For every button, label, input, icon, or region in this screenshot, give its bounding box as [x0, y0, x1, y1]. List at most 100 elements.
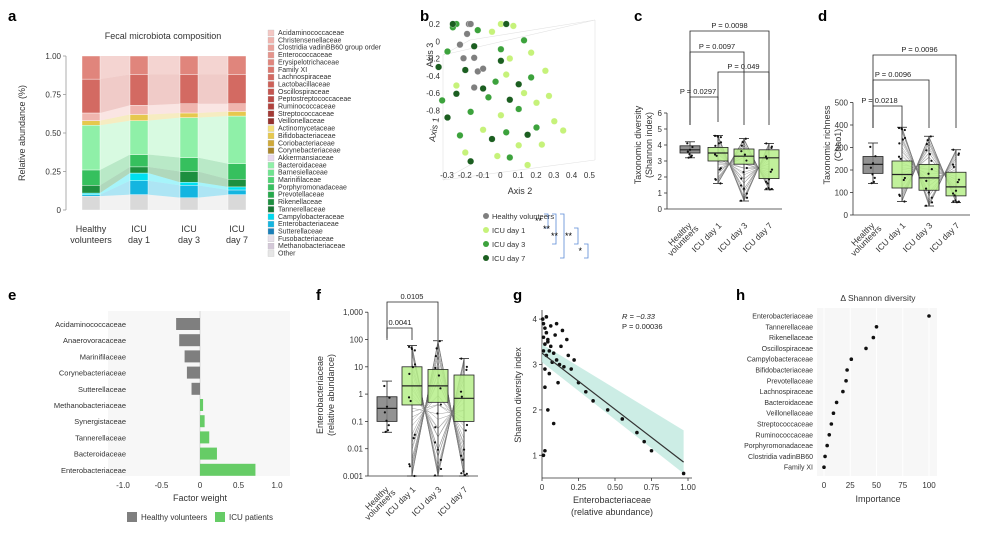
legend-label: Oscillospiraceae: [278, 89, 329, 96]
stacked-bar-segment: [81, 194, 101, 197]
data-point: [439, 458, 442, 461]
stacked-bar-segment: [81, 78, 101, 114]
data-point: [926, 139, 929, 142]
alluvial-ribbon: [100, 194, 130, 210]
axis-box-edge: [442, 164, 471, 181]
legend-label: Enterobacteriaceae: [278, 221, 339, 228]
data-point: [465, 365, 468, 368]
stacked-bar-segment: [81, 120, 101, 126]
data-point: [687, 156, 690, 159]
scatter-point: [541, 349, 546, 353]
data-point: [903, 128, 906, 132]
stacked-bar-segment: [81, 195, 101, 211]
category-label: Marinifilaceae: [80, 352, 126, 361]
y-tick-label: 5: [658, 125, 663, 134]
scatter-point: [548, 344, 553, 349]
data-point: [409, 399, 412, 403]
data-point: [411, 366, 415, 369]
y-tick-label: 100: [835, 189, 849, 198]
data-point: [872, 180, 876, 183]
y-tick-label: 100: [350, 336, 364, 345]
stacked-bar-segment: [81, 55, 101, 80]
category-label: Lachnospiraceae: [760, 389, 813, 396]
data-point: [686, 150, 689, 153]
x-tick-label: 0.1: [513, 171, 525, 180]
data-point: [439, 467, 443, 471]
scatter-point: [461, 66, 469, 74]
stacked-bar-segment: [179, 112, 199, 118]
stacked-bar-segment: [129, 74, 149, 106]
x-axis-label: Axis 2: [508, 186, 533, 196]
p-value-label: P = 0.049: [727, 62, 759, 71]
alluvial-ribbon: [148, 112, 180, 121]
legend-label: Campylobacteraceae: [278, 214, 344, 221]
data-point: [434, 354, 437, 358]
alluvial-ribbon: [148, 194, 180, 210]
panel-c-shannon-boxplot: 0 1 2 3 4 5 6 Taxonomic diversity (Shannon index…: [633, 21, 782, 258]
y-axis-label: Axis 3: [425, 43, 435, 68]
legend-label: Christensenellaceae: [278, 37, 342, 44]
chart-title: Δ Shannon diversity: [840, 293, 916, 303]
panel-label-f: f: [316, 287, 322, 304]
x-tick-label: 0.5: [233, 481, 245, 490]
legend-swatch: [267, 51, 275, 59]
scatter-point: [635, 430, 639, 435]
data-point: [688, 148, 692, 151]
alluvial-ribbon: [100, 166, 130, 194]
significance-bracket: [544, 213, 549, 229]
x-axis-label: Importance: [855, 494, 900, 504]
y-tick-label: 300: [835, 144, 849, 153]
data-point: [957, 178, 961, 181]
scatter-point: [467, 20, 475, 28]
legend-swatch-icu: [215, 512, 225, 522]
y-axis-label: Shannon diversity index: [513, 347, 523, 443]
factor-bar: [200, 399, 204, 411]
legend-label: Tannerellaceae: [278, 206, 326, 213]
scatter-point: [547, 349, 552, 353]
data-point: [745, 192, 748, 195]
data-point: [770, 187, 773, 191]
legend-label: Fusobacteriaceae: [278, 236, 334, 243]
scatter-point: [569, 367, 573, 371]
stacked-bar-segment: [81, 192, 101, 195]
data-point: [740, 144, 743, 147]
x-tick-label: 0: [498, 171, 503, 180]
scatter-point: [524, 161, 532, 169]
scatter-point: [527, 73, 535, 81]
x-tick-label: 75: [898, 481, 907, 490]
factor-bar: [200, 463, 256, 476]
data-point: [461, 458, 464, 461]
legend-label: Clostridia vadinBB60 group order: [278, 45, 382, 52]
data-point: [768, 188, 772, 191]
stacked-bar-segment: [179, 185, 199, 198]
x-tick-label: 0.50: [607, 483, 623, 492]
legend-swatch: [267, 250, 275, 257]
y-tick-label: 1: [359, 390, 364, 399]
scatter-point: [502, 20, 510, 28]
x-tick-label: 0.25: [571, 483, 587, 492]
alluvial-ribbon: [148, 180, 180, 198]
x-tick-label: -0.3: [440, 171, 454, 180]
data-point: [435, 347, 438, 350]
legend-label: Lachnospiraceae: [278, 74, 331, 81]
scatter-point: [541, 67, 549, 75]
scatter-point: [452, 90, 460, 98]
data-point: [459, 454, 463, 457]
legend-swatch-healthy: [127, 512, 137, 522]
stacked-bar-segment: [129, 180, 149, 195]
scatter-point: [488, 28, 496, 36]
scatter-point: [463, 30, 471, 38]
data-point: [924, 187, 928, 190]
x-axis-label: Factor weight: [173, 493, 228, 503]
data-point: [413, 363, 417, 366]
legend-label: Other: [278, 251, 296, 258]
scatter-point: [533, 124, 540, 131]
data-point: [719, 136, 722, 139]
significance-bracket: [584, 243, 589, 259]
scatter-point: [620, 417, 625, 421]
p-value-label: P = 0.0096: [875, 70, 911, 79]
scatter-point: [533, 99, 540, 107]
data-point: [439, 387, 442, 390]
importance-point: [822, 465, 826, 470]
panel-h-importance: Δ Shannon diversity 0 25 50 75 100 Importance E…: [744, 293, 937, 504]
